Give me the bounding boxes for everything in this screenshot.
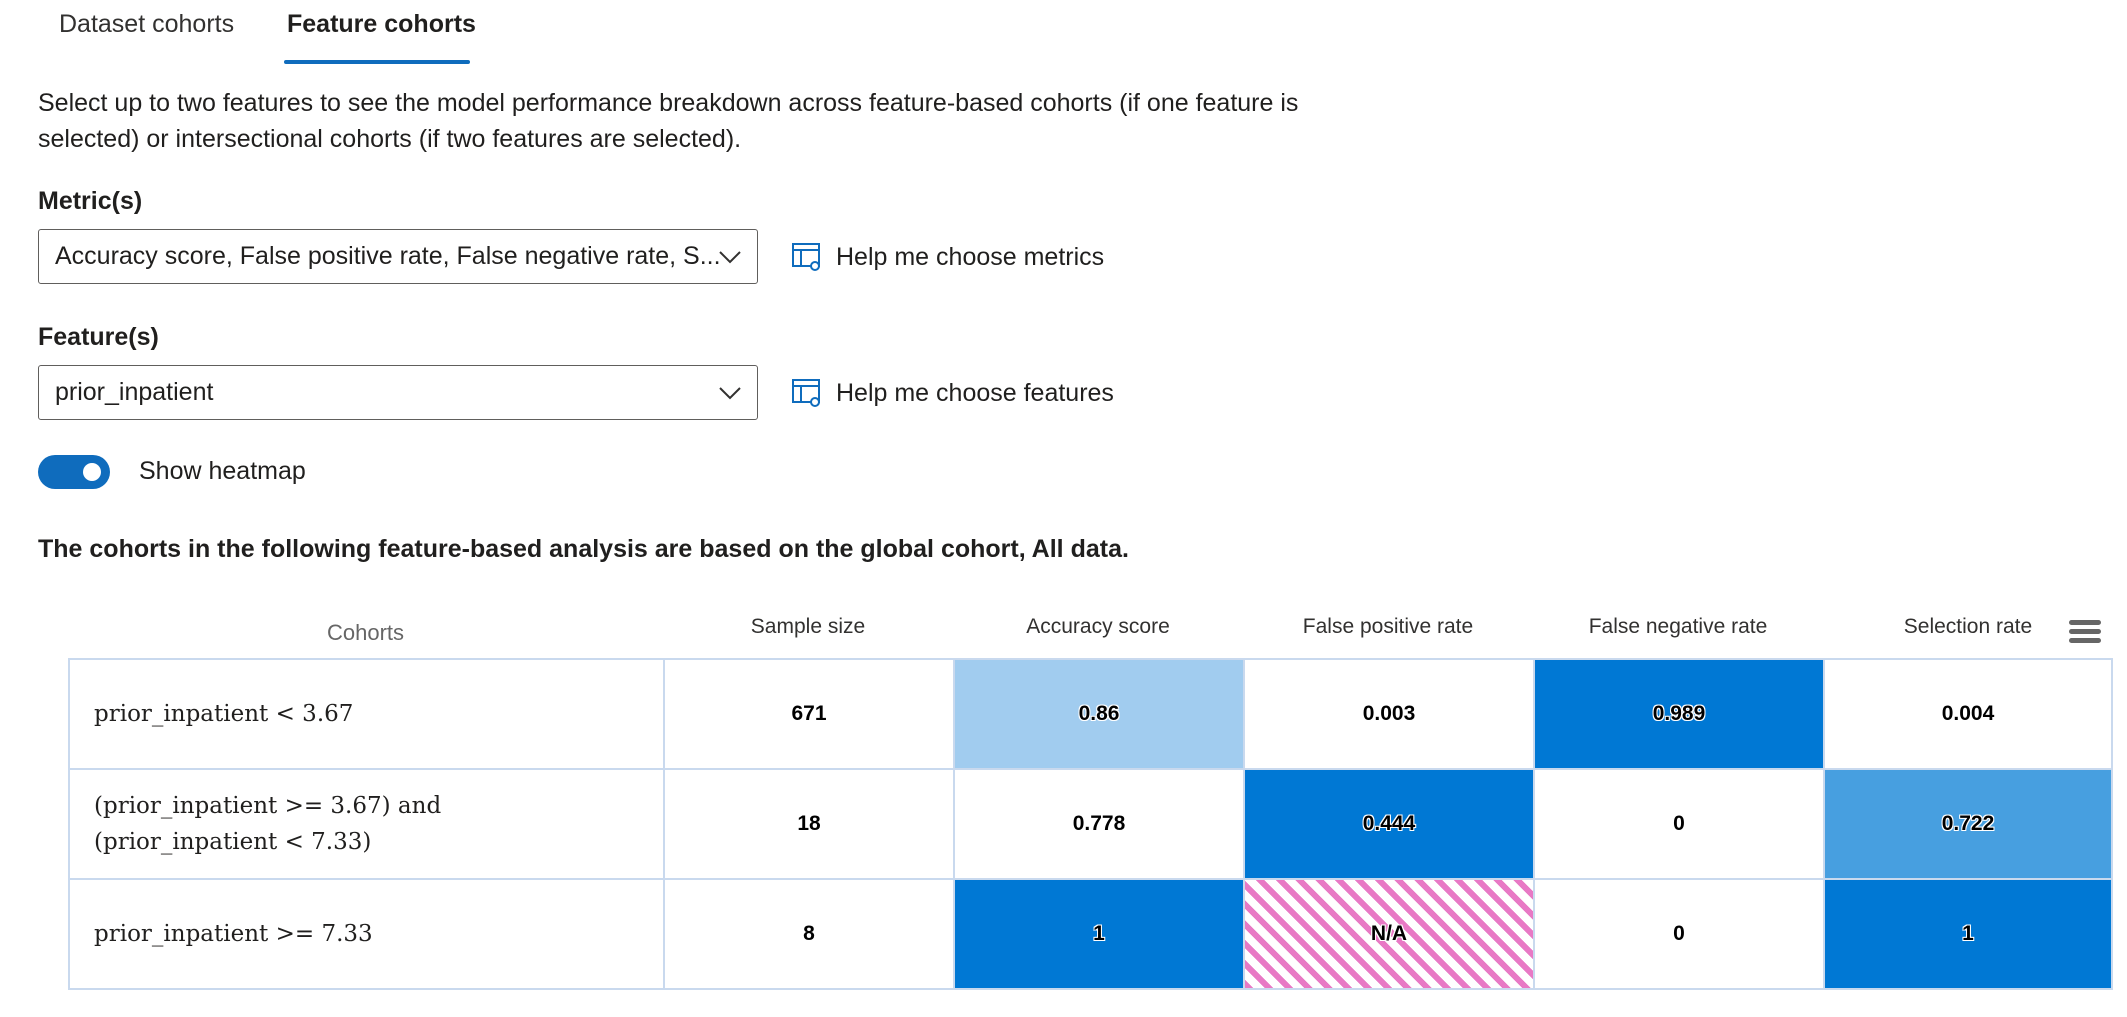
table-row-cohort: prior_inpatient >= 7.33 bbox=[68, 878, 665, 990]
features-dropdown-value: prior_inpatient bbox=[55, 378, 214, 406]
table-cell-selection: 0.004 bbox=[1823, 658, 2113, 770]
table-cell-sample-size: 8 bbox=[663, 878, 955, 990]
header-sample-size: Sample size bbox=[750, 615, 866, 638]
features-label: Feature(s) bbox=[38, 323, 159, 351]
table-cell-accuracy: 1 bbox=[953, 878, 1245, 990]
metrics-dropdown[interactable]: Accuracy score, False positive rate, Fal… bbox=[38, 229, 758, 284]
table-row-cohort: (prior_inpatient >= 3.67) and (prior_inp… bbox=[68, 768, 665, 880]
help-choose-features-label: Help me choose features bbox=[836, 379, 1114, 407]
header-false-positive-rate: False positive rate bbox=[1302, 615, 1474, 638]
table-cell-fpr: N/A bbox=[1243, 878, 1535, 990]
table-cell-fnr: 0 bbox=[1533, 768, 1825, 880]
table-settings-icon bbox=[792, 243, 820, 271]
help-choose-metrics-label: Help me choose metrics bbox=[836, 243, 1105, 271]
description-text: Select up to two features to see the mod… bbox=[38, 89, 1299, 153]
metrics-label: Metric(s) bbox=[38, 187, 143, 215]
show-heatmap-toggle[interactable] bbox=[38, 455, 110, 489]
chevron-down-icon bbox=[719, 251, 741, 264]
menu-icon[interactable] bbox=[2069, 620, 2101, 646]
header-cohorts: Cohorts bbox=[326, 620, 405, 645]
chevron-down-icon bbox=[719, 387, 741, 400]
table-cell-fpr: 0.003 bbox=[1243, 658, 1535, 770]
header-accuracy-score: Accuracy score bbox=[1026, 615, 1170, 638]
show-heatmap-label: Show heatmap bbox=[139, 457, 306, 485]
tab-dataset-cohorts[interactable]: Dataset cohorts bbox=[59, 10, 235, 38]
metrics-dropdown-value: Accuracy score, False positive rate, Fal… bbox=[55, 242, 721, 270]
table-settings-icon bbox=[792, 379, 820, 407]
table-cell-selection: 1 bbox=[1823, 878, 2113, 990]
table-row-cohort: prior_inpatient < 3.67 bbox=[68, 658, 665, 770]
toggle-knob bbox=[83, 463, 101, 481]
header-selection-rate: Selection rate bbox=[1903, 615, 2033, 638]
table-cell-sample-size: 18 bbox=[663, 768, 955, 880]
analysis-note: The cohorts in the following feature-bas… bbox=[38, 535, 1129, 563]
table-cell-sample-size: 671 bbox=[663, 658, 955, 770]
tab-feature-cohorts[interactable]: Feature cohorts bbox=[287, 10, 476, 38]
active-tab-indicator bbox=[284, 60, 470, 64]
table-cell-fnr: 0 bbox=[1533, 878, 1825, 990]
header-false-negative-rate: False negative rate bbox=[1588, 615, 1768, 638]
table-cell-fpr: 0.444 bbox=[1243, 768, 1535, 880]
table-cell-selection: 0.722 bbox=[1823, 768, 2113, 880]
table-cell-accuracy: 0.778 bbox=[953, 768, 1245, 880]
features-dropdown[interactable]: prior_inpatient bbox=[38, 365, 758, 420]
table-cell-fnr: 0.989 bbox=[1533, 658, 1825, 770]
table-cell-accuracy: 0.86 bbox=[953, 658, 1245, 770]
